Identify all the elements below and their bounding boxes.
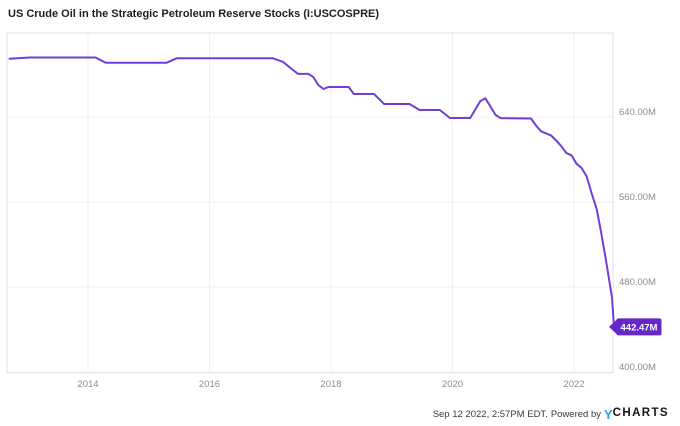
timestamp: Sep 12 2022, 2:57PM EDT.: [432, 408, 548, 420]
powered-by-label: Powered by: [550, 408, 601, 420]
x-axis-label: 2014: [77, 379, 98, 390]
badge-background: [616, 318, 662, 336]
x-axis-labels: 2014 2016 2018 2020 2022: [77, 379, 584, 390]
spr-series-line[interactable]: [8, 56, 615, 328]
chart-title: US Crude Oil in the Strategic Petroleum …: [8, 8, 380, 20]
x-axis-label: 2018: [320, 379, 341, 390]
ycharts-logo-charts: CHARTS: [612, 407, 669, 420]
x-axis-label: 2020: [442, 379, 463, 390]
y-axis-label: 560.00M: [619, 192, 656, 203]
gridlines: [7, 33, 613, 373]
y-axis-label: 640.00M: [619, 107, 656, 118]
x-axis-label: 2022: [563, 379, 584, 390]
footer: Sep 12 2022, 2:57PM EDT. Powered by Y CHA…: [433, 405, 669, 423]
last-value-badge: 442.47M: [609, 318, 662, 336]
badge-arrow-icon: [609, 319, 617, 335]
ycharts-logo-y: Y: [604, 406, 613, 422]
x-axis-label: 2016: [199, 379, 220, 390]
y-axis-label: 480.00M: [619, 277, 656, 288]
y-axis-label: 400.00M: [619, 362, 656, 373]
badge-label: 442.47M: [621, 322, 658, 333]
plot-border: [6, 32, 614, 374]
ycharts-logo[interactable]: Y CHARTS: [604, 408, 669, 421]
y-axis-labels: 640.00M 560.00M 480.00M 400.00M: [619, 107, 656, 373]
